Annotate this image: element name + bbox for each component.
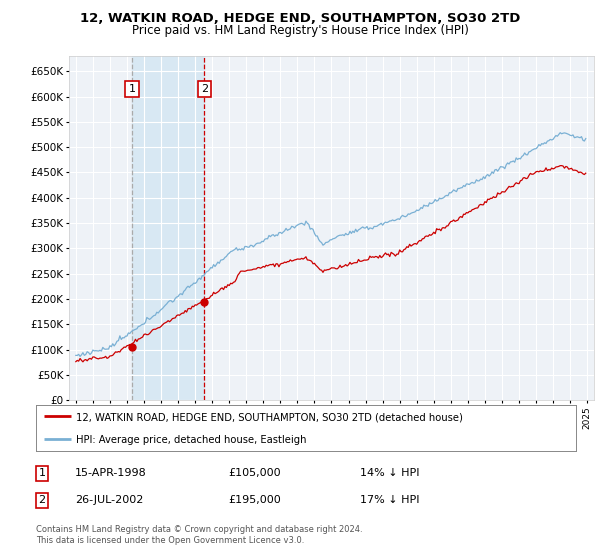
Text: HPI: Average price, detached house, Eastleigh: HPI: Average price, detached house, East… <box>77 435 307 445</box>
Text: 12, WATKIN ROAD, HEDGE END, SOUTHAMPTON, SO30 2TD: 12, WATKIN ROAD, HEDGE END, SOUTHAMPTON,… <box>80 12 520 25</box>
Text: Contains HM Land Registry data © Crown copyright and database right 2024.: Contains HM Land Registry data © Crown c… <box>36 525 362 534</box>
Text: 2: 2 <box>38 495 46 505</box>
Text: 1: 1 <box>128 83 136 94</box>
Text: This data is licensed under the Open Government Licence v3.0.: This data is licensed under the Open Gov… <box>36 536 304 545</box>
Text: 14% ↓ HPI: 14% ↓ HPI <box>360 468 419 478</box>
Text: 15-APR-1998: 15-APR-1998 <box>75 468 147 478</box>
Text: 12, WATKIN ROAD, HEDGE END, SOUTHAMPTON, SO30 2TD (detached house): 12, WATKIN ROAD, HEDGE END, SOUTHAMPTON,… <box>77 412 463 422</box>
Text: 2: 2 <box>201 83 208 94</box>
Text: £105,000: £105,000 <box>228 468 281 478</box>
Text: 17% ↓ HPI: 17% ↓ HPI <box>360 495 419 505</box>
Text: 1: 1 <box>38 468 46 478</box>
Bar <box>132 56 205 400</box>
Text: Price paid vs. HM Land Registry's House Price Index (HPI): Price paid vs. HM Land Registry's House … <box>131 24 469 36</box>
Text: £195,000: £195,000 <box>228 495 281 505</box>
Text: 26-JUL-2002: 26-JUL-2002 <box>75 495 143 505</box>
